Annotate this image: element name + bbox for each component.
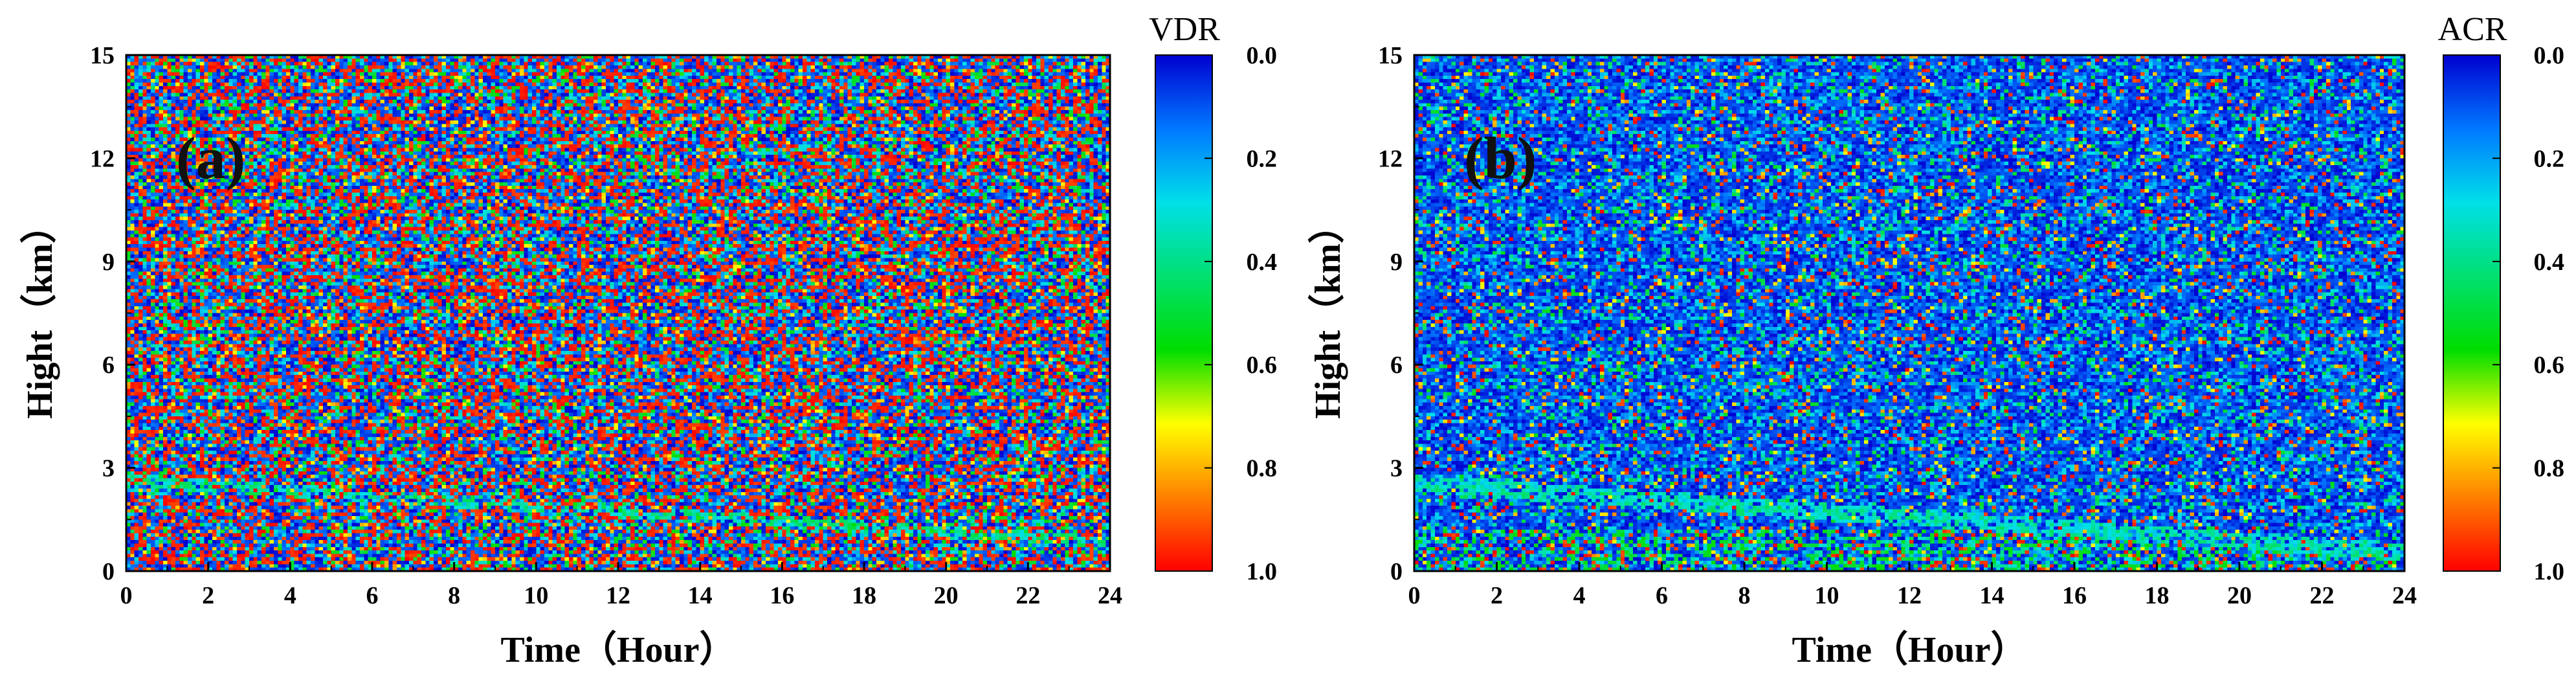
y-tick-label: 0: [102, 558, 115, 585]
colorbar-tick-label: 0.8: [1247, 455, 1278, 482]
colorbar: [2443, 54, 2501, 572]
y-tick-label: 3: [102, 455, 115, 482]
colorbar-tick-label: 1.0: [2534, 558, 2565, 585]
y-tick-label: 3: [1390, 455, 1403, 482]
x-tick-label: 20: [934, 582, 959, 609]
x-tick-label: 24: [2392, 582, 2417, 609]
colorbar-title: ACR: [2438, 11, 2507, 48]
y-axis-title: Hight（km）: [1307, 207, 1348, 419]
x-axis-title: Time（Hour）: [501, 629, 736, 670]
colorbar-title: VDR: [1149, 11, 1220, 48]
x-tick-label: 8: [1738, 582, 1751, 609]
colorbar: [1155, 54, 1213, 572]
x-tick-label: 0: [120, 582, 133, 609]
x-tick-label: 14: [688, 582, 713, 609]
x-tick-label: 2: [202, 582, 214, 609]
x-tick-label: 22: [2310, 582, 2335, 609]
y-tick-label: 15: [90, 42, 115, 69]
heatmap-a: [126, 55, 1110, 571]
y-tick-label: 0: [1390, 558, 1403, 585]
y-tick-label: 6: [102, 352, 115, 379]
colorbar-tick-label: 0.4: [2534, 249, 2565, 276]
x-tick-label: 8: [448, 582, 460, 609]
panel-a: 0 2 4 6 8 10 12 14 16 18 20 22 2403691215Time（Hour）H…: [19, 11, 1277, 670]
x-tick-label: 6: [366, 582, 379, 609]
colorbar-tick-label: 0.8: [2534, 455, 2565, 482]
colorbar-tick-label: 0.2: [1247, 145, 1278, 172]
colorbar-tick-label: 0.6: [1247, 352, 1278, 379]
y-tick-label: 9: [102, 249, 115, 276]
y-tick-label: 15: [1378, 42, 1403, 69]
panel-label: (b): [1464, 125, 1537, 191]
panel-label: (a): [176, 125, 245, 191]
y-axis-title: Hight（km）: [19, 207, 60, 419]
colorbar-tick-label: 0.0: [1247, 42, 1278, 69]
x-tick-label: 10: [524, 582, 548, 609]
panel-b: 0 2 4 6 8 10 12 14 16 18 20 22 2403691215Time（Hour）H…: [1307, 11, 2564, 670]
y-tick-label: 9: [1390, 249, 1403, 276]
x-tick-label: 20: [2227, 582, 2252, 609]
x-tick-label: 22: [1016, 582, 1040, 609]
colorbar-tick-label: 0.6: [2534, 352, 2565, 379]
x-tick-label: 6: [1656, 582, 1668, 609]
y-tick-label: 12: [1378, 145, 1403, 172]
heatmap-b: [1414, 55, 2404, 571]
x-tick-label: 14: [1980, 582, 2004, 609]
colorbar-tick-label: 0.2: [2534, 145, 2565, 172]
x-tick-label: 0: [1408, 582, 1421, 609]
x-tick-label: 10: [1815, 582, 1839, 609]
x-tick-label: 18: [852, 582, 876, 609]
colorbar-tick-label: 0.0: [2534, 42, 2565, 69]
colorbar-tick-label: 0.4: [1247, 249, 1278, 276]
x-tick-label: 12: [606, 582, 630, 609]
x-tick-label: 12: [1897, 582, 1922, 609]
x-tick-label: 18: [2145, 582, 2170, 609]
x-tick-label: 16: [2062, 582, 2087, 609]
x-axis-title: Time（Hour）: [1792, 629, 2027, 670]
x-tick-label: 24: [1098, 582, 1122, 609]
x-tick-label: 2: [1491, 582, 1503, 609]
x-tick-label: 16: [770, 582, 794, 609]
y-tick-label: 12: [90, 145, 115, 172]
x-tick-label: 4: [1573, 582, 1586, 609]
y-tick-label: 6: [1390, 352, 1403, 379]
colorbar-tick-label: 1.0: [1247, 558, 1278, 585]
x-tick-label: 4: [284, 582, 296, 609]
